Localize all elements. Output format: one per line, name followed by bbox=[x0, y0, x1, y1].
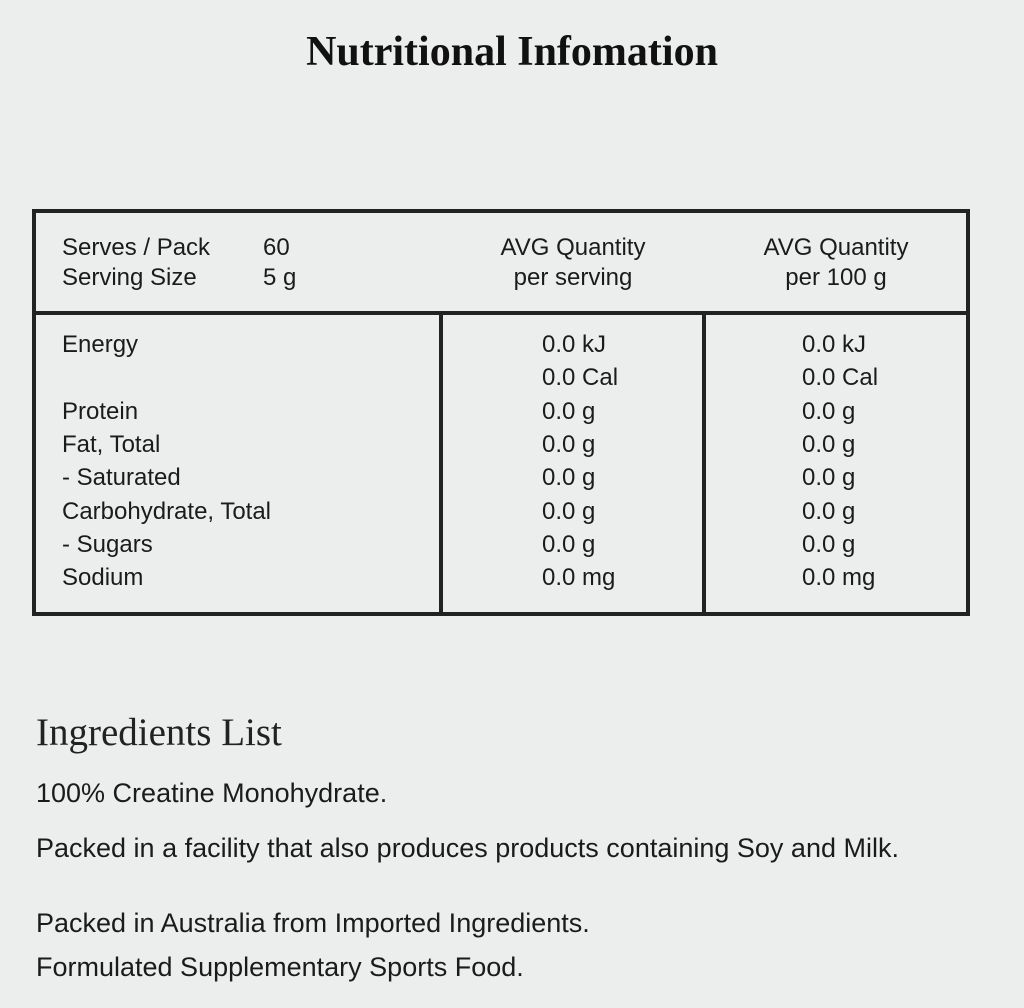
row-label: - Saturated bbox=[62, 464, 181, 492]
section-title: Ingredients List bbox=[36, 711, 282, 754]
size-label: Serving Size bbox=[62, 264, 197, 291]
row-label: Sodium bbox=[62, 564, 144, 592]
serves-label: Serves / Pack bbox=[62, 234, 211, 261]
title: Nutritional Infomation bbox=[306, 29, 718, 75]
nutrition-table bbox=[32, 209, 970, 616]
row-label: Energy bbox=[62, 331, 139, 358]
divider bbox=[702, 313, 706, 612]
value: 0.0 g bbox=[542, 397, 596, 425]
divider bbox=[439, 313, 443, 612]
value: 0.0 g bbox=[802, 497, 856, 525]
value: 0.0 g bbox=[802, 464, 856, 492]
value: 0.0 g bbox=[542, 430, 596, 458]
paragraph: Packed in Australia from Imported Ingred… bbox=[36, 908, 590, 938]
value: 0.0 g bbox=[802, 397, 856, 425]
row-label: - Sugars bbox=[62, 530, 153, 558]
value: 0.0 kJ bbox=[542, 331, 607, 358]
column-header: AVG Quantity bbox=[500, 234, 646, 261]
serves-value: 60 bbox=[263, 234, 290, 261]
value: 0.0 g bbox=[542, 497, 596, 525]
value: 0.0 g bbox=[542, 530, 596, 558]
value: 0.0 g bbox=[542, 464, 596, 492]
value: 0.0 kJ bbox=[802, 331, 867, 358]
row-label: Protein bbox=[62, 397, 139, 425]
paragraph: Packed in a facility that also produces … bbox=[36, 833, 899, 863]
value: 0.0 mg bbox=[802, 564, 876, 592]
value: 0.0 g bbox=[802, 430, 856, 458]
size-value: 5 g bbox=[263, 264, 297, 291]
row-label: Fat, Total bbox=[62, 430, 161, 458]
paragraph: Formulated Supplementary Sports Food. bbox=[36, 952, 524, 982]
column-header: AVG Quantity bbox=[763, 234, 909, 261]
paragraph: 100% Creatine Monohydrate. bbox=[36, 778, 388, 808]
column-header: per serving bbox=[513, 264, 633, 291]
value: 0.0 Cal bbox=[802, 364, 879, 392]
column-header: per 100 g bbox=[785, 264, 887, 291]
value: 0.0 g bbox=[802, 530, 856, 558]
row-label: Carbohydrate, Total bbox=[62, 497, 272, 525]
divider bbox=[32, 311, 970, 315]
value: 0.0 mg bbox=[542, 564, 616, 592]
value: 0.0 Cal bbox=[542, 364, 619, 392]
